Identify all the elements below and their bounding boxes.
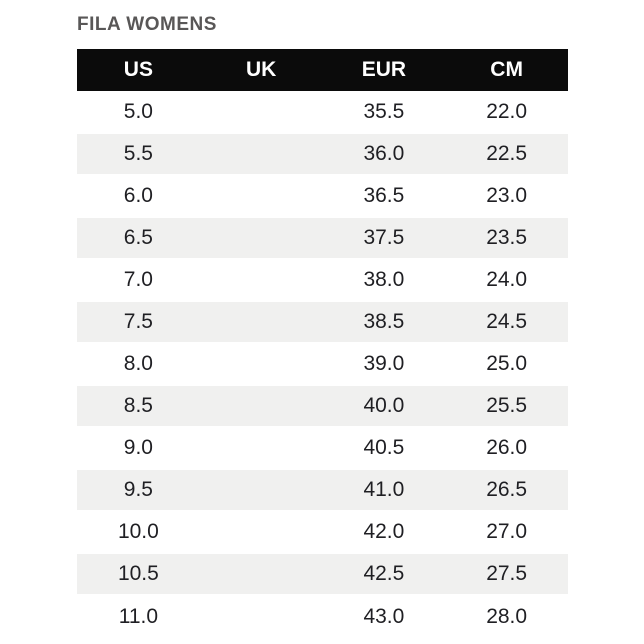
- table-body: 5.0 35.5 22.0 5.5 36.0 22.5 6.0 36.5 23.0 6.5 37.5…: [77, 91, 568, 637]
- table-cell: 27.0: [486, 520, 528, 543]
- table-row: 7.0 38.0 24.0: [77, 259, 568, 301]
- table-cell: [200, 175, 323, 217]
- table-cell: 25.0: [486, 352, 528, 375]
- table-row: 6.0 36.5 23.0: [77, 175, 568, 217]
- table-cell: 38.0: [363, 268, 405, 291]
- table-cell: 8.5: [77, 384, 200, 428]
- table-cell: 7.0: [123, 268, 153, 291]
- table-cell: 39.0: [363, 352, 405, 375]
- table-cell: 23.5: [445, 216, 568, 260]
- table-cell: 25.5: [445, 384, 568, 428]
- table-cell: 35.5: [363, 99, 405, 123]
- table-cell: 11.0: [118, 604, 159, 628]
- table-cell: 23.0: [486, 184, 528, 207]
- table-cell: 26.5: [445, 468, 568, 512]
- table-row: 9.0 40.5 26.0: [77, 427, 568, 469]
- table-cell: 22.5: [445, 132, 568, 176]
- table-cell: 10.0: [117, 520, 159, 543]
- table-cell: 43.0: [363, 604, 405, 628]
- table-row: 6.5 37.5 23.5: [77, 216, 568, 260]
- column-header-uk: UK: [199, 49, 323, 91]
- table-row: 9.5 41.0 26.5: [77, 468, 568, 512]
- table-row: 7.5 38.5 24.5: [77, 300, 568, 344]
- table-row: 10.5 42.5 27.5: [77, 552, 568, 596]
- table-cell: [200, 343, 323, 385]
- table-row: 11.0 43.0 28.0: [77, 595, 568, 637]
- table-cell: 22.0: [486, 99, 528, 123]
- table-cell: [200, 91, 323, 133]
- column-header-us: US: [77, 49, 200, 91]
- table-cell: [200, 259, 323, 301]
- table-cell: [199, 468, 323, 512]
- table-cell: 38.5: [322, 300, 446, 344]
- table-row: 10.0 42.0 27.0: [77, 511, 568, 553]
- table-row: 5.0 35.5 22.0: [77, 91, 568, 133]
- table-cell: 41.0: [322, 468, 446, 512]
- table-cell: [199, 384, 323, 428]
- table-cell: 26.0: [486, 436, 528, 459]
- table-cell: 37.5: [322, 216, 446, 260]
- table-cell: [200, 595, 323, 637]
- page-title: FILA WOMENS: [77, 14, 217, 35]
- table-cell: 36.0: [322, 132, 446, 176]
- table-cell: 28.0: [486, 604, 528, 628]
- table-header: US UK EUR CM: [77, 49, 568, 91]
- table-row: 5.5 36.0 22.5: [77, 132, 568, 176]
- table-row: 8.5 40.0 25.5: [77, 384, 568, 428]
- column-header-eur: EUR: [322, 49, 446, 91]
- size-conversion-table: US UK EUR CM 5.0 35.5 22.0 5.5 36.0 22.5 6.0 36…: [77, 49, 568, 637]
- table-cell: 40.0: [322, 384, 446, 428]
- table-cell: 36.5: [363, 184, 405, 207]
- table-cell: 5.5: [77, 132, 200, 176]
- table-cell: [200, 427, 323, 469]
- table-cell: 42.0: [363, 520, 405, 543]
- column-header-cm: CM: [445, 49, 568, 91]
- table-cell: [199, 132, 323, 176]
- table-cell: [199, 552, 323, 596]
- table-cell: 9.0: [123, 436, 153, 459]
- table-header-row: US UK EUR CM: [77, 49, 568, 91]
- table-cell: 6.5: [77, 216, 200, 260]
- table-cell: 24.0: [486, 268, 528, 291]
- table-cell: 9.5: [77, 468, 200, 512]
- table-cell: 5.0: [123, 99, 153, 123]
- table-cell: 27.5: [445, 552, 568, 596]
- table-cell: 8.0: [123, 352, 153, 375]
- table-cell: 10.5: [77, 552, 200, 596]
- table-cell: 24.5: [445, 300, 568, 344]
- table-row: 8.0 39.0 25.0: [77, 343, 568, 385]
- table-cell: 7.5: [77, 300, 200, 344]
- table-cell: 40.5: [363, 436, 405, 459]
- table-cell: 6.0: [123, 184, 153, 207]
- table-cell: 42.5: [322, 552, 446, 596]
- table-cell: [200, 511, 323, 553]
- table-cell: [199, 216, 323, 260]
- table-cell: [199, 300, 323, 344]
